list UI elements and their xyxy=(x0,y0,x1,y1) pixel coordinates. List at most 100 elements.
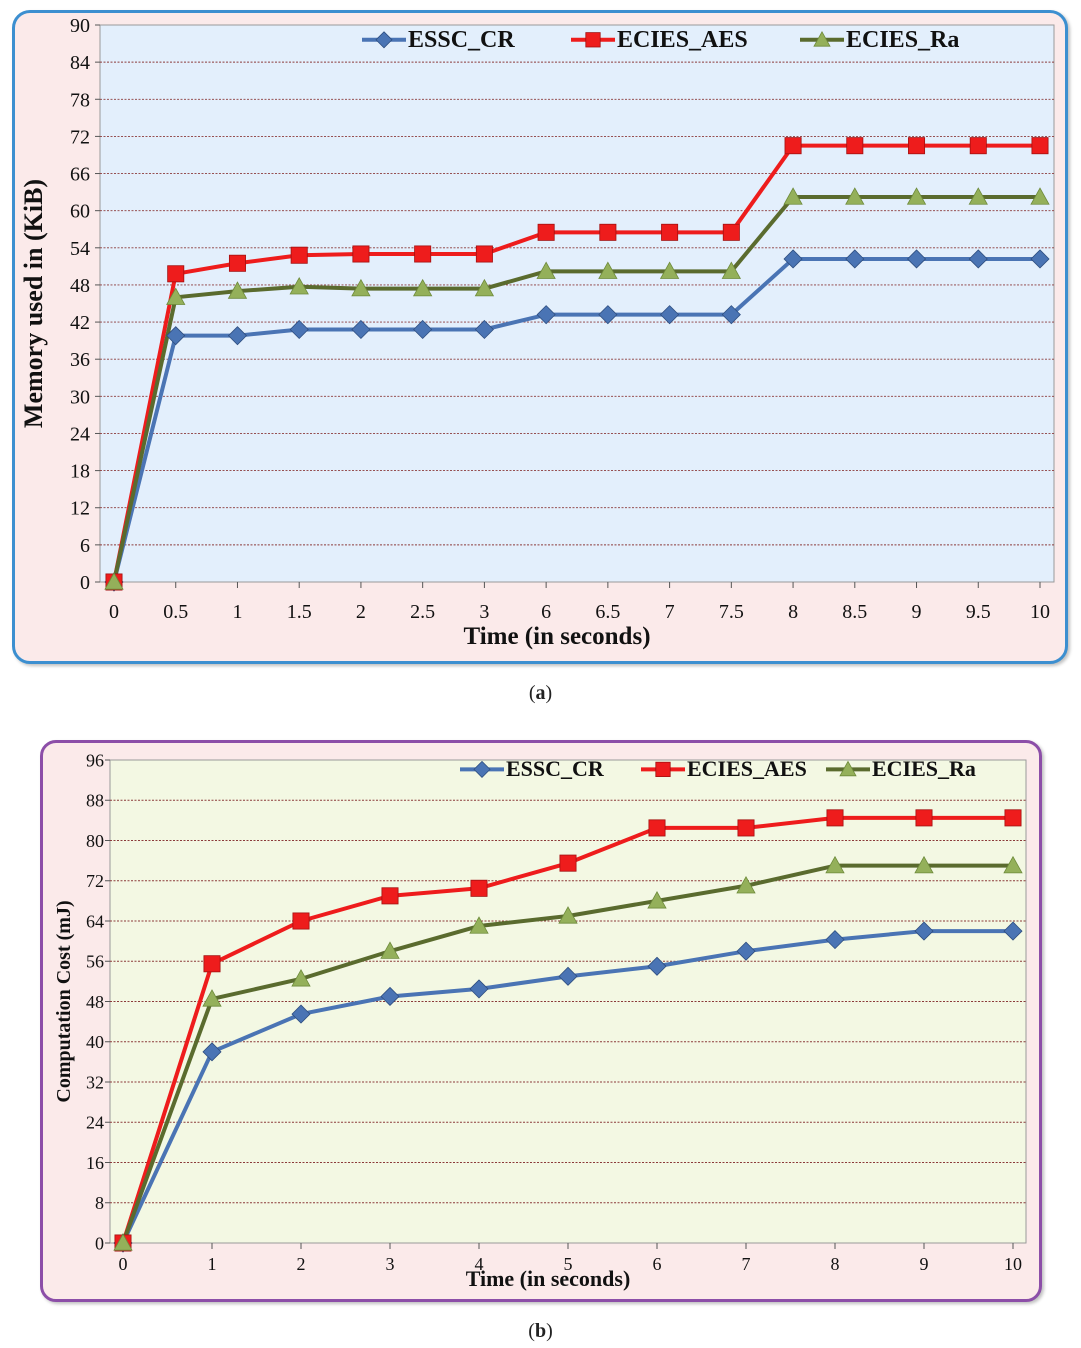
data-point-essc-cr xyxy=(469,979,489,999)
data-point-ecies-ra xyxy=(474,278,495,297)
data-point-ecies-ra xyxy=(1003,855,1023,874)
x-tick-label: 6.5 xyxy=(595,601,620,623)
data-point-essc-cr xyxy=(968,249,988,269)
x-tick-label: 8 xyxy=(788,601,798,623)
x-tick-label: 7 xyxy=(665,601,675,623)
y-tick-label: 8 xyxy=(95,1193,104,1213)
y-tick-label: 88 xyxy=(86,791,104,811)
y-tick-label: 60 xyxy=(70,201,90,223)
plot-area xyxy=(99,24,1055,583)
data-point-ecies-aes xyxy=(661,223,679,241)
data-point-essc-cr xyxy=(166,326,186,346)
data-point-essc-cr xyxy=(413,319,433,340)
x-axis-title: Time (in seconds) xyxy=(466,1266,631,1291)
data-point-ecies-aes xyxy=(203,955,221,973)
data-point-ecies-ra xyxy=(736,875,756,894)
x-tick-label: 6 xyxy=(653,1254,662,1274)
data-point-ecies-aes xyxy=(537,223,555,241)
data-point-ecies-aes xyxy=(846,137,864,155)
data-point-ecies-aes xyxy=(908,137,926,155)
x-tick-label: 6 xyxy=(541,601,551,623)
data-point-ecies-aes xyxy=(167,265,185,283)
data-point-ecies-ra xyxy=(351,278,371,297)
caption-a: (a) xyxy=(528,682,553,704)
data-point-ecies-aes xyxy=(414,245,432,263)
data-point-ecies-ra xyxy=(914,855,934,874)
data-point-essc-cr xyxy=(227,326,248,346)
data-point-ecies-ra xyxy=(113,1233,133,1251)
data-point-ecies-ra xyxy=(412,278,433,297)
data-point-ecies-aes xyxy=(470,879,488,897)
data-point-essc-cr xyxy=(721,305,741,325)
y-tick-label: 24 xyxy=(70,423,90,445)
data-point-ecies-ra xyxy=(227,281,248,299)
data-point-ecies-aes xyxy=(381,887,399,905)
x-tick-label: 0.5 xyxy=(163,601,188,623)
legend-label-essc-cr: ESSC_CR xyxy=(408,27,515,53)
y-tick-label: 56 xyxy=(86,952,104,972)
x-tick-label: 9 xyxy=(920,1254,929,1274)
y-tick-label: 18 xyxy=(70,461,90,483)
data-point-ecies-ra xyxy=(1030,187,1050,205)
y-tick-label: 0 xyxy=(80,572,90,594)
legend-label-essc-cr: ESSC_CR xyxy=(506,756,605,781)
caption-a-label: a xyxy=(535,682,546,704)
legend-marker-ecies-ra xyxy=(813,30,831,47)
data-point-essc-cr xyxy=(845,249,865,269)
data-point-ecies-ra xyxy=(469,916,489,934)
x-tick-label: 0 xyxy=(119,1254,128,1274)
y-tick-label: 96 xyxy=(86,750,104,770)
data-point-ecies-ra xyxy=(721,261,742,279)
data-point-essc-cr xyxy=(647,956,667,976)
data-point-ecies-ra xyxy=(968,187,988,205)
data-point-ecies-ra xyxy=(104,572,124,590)
y-tick-label: 0 xyxy=(95,1233,104,1253)
data-point-essc-cr xyxy=(536,305,556,325)
y-tick-label: 72 xyxy=(70,126,90,148)
data-point-ecies-ra xyxy=(291,969,311,987)
data-point-ecies-aes xyxy=(559,854,577,872)
data-point-ecies-aes xyxy=(784,137,802,155)
data-point-essc-cr xyxy=(736,941,756,961)
data-point-essc-cr xyxy=(1030,249,1050,269)
data-point-ecies-aes xyxy=(648,819,666,837)
data-point-ecies-aes xyxy=(969,137,987,155)
data-point-ecies-aes xyxy=(915,809,933,827)
data-point-ecies-ra xyxy=(906,187,927,205)
data-point-essc-cr xyxy=(783,249,803,269)
x-tick-label: 10 xyxy=(1030,601,1050,623)
y-tick-label: 66 xyxy=(70,164,90,186)
y-tick-label: 40 xyxy=(86,1032,104,1052)
legend-marker-ecies-aes xyxy=(655,761,671,778)
y-tick-label: 84 xyxy=(70,52,90,74)
data-point-essc-cr xyxy=(598,305,618,325)
x-tick-label: 2 xyxy=(356,601,366,623)
data-point-essc-cr xyxy=(906,249,927,269)
data-point-ecies-ra xyxy=(825,855,845,874)
legend-label-ecies-ra: ECIES_Ra xyxy=(846,27,959,53)
series-line-ecies-aes xyxy=(112,143,1040,583)
data-point-essc-cr xyxy=(825,930,845,950)
data-point-ecies-aes xyxy=(292,912,310,930)
y-tick-label: 80 xyxy=(86,831,104,851)
data-point-ecies-ra xyxy=(598,261,618,279)
data-point-ecies-aes xyxy=(1031,137,1049,155)
data-point-essc-cr xyxy=(289,319,309,340)
data-point-ecies-aes xyxy=(826,809,844,827)
y-tick-label: 30 xyxy=(70,386,90,408)
x-tick-label: 9.5 xyxy=(966,601,991,623)
data-point-essc-cr xyxy=(1003,921,1023,941)
x-tick-label: 1.5 xyxy=(287,601,312,623)
data-point-ecies-aes xyxy=(737,819,755,837)
x-tick-label: 5 xyxy=(564,1254,573,1274)
data-point-ecies-ra xyxy=(558,906,578,924)
x-axis-title: Time (in seconds) xyxy=(463,623,650,650)
x-tick-label: 8.5 xyxy=(842,601,867,623)
y-tick-label: 36 xyxy=(70,349,90,371)
data-point-ecies-aes xyxy=(228,254,246,272)
data-point-ecies-ra xyxy=(647,891,667,909)
x-tick-label: 2 xyxy=(297,1254,306,1274)
